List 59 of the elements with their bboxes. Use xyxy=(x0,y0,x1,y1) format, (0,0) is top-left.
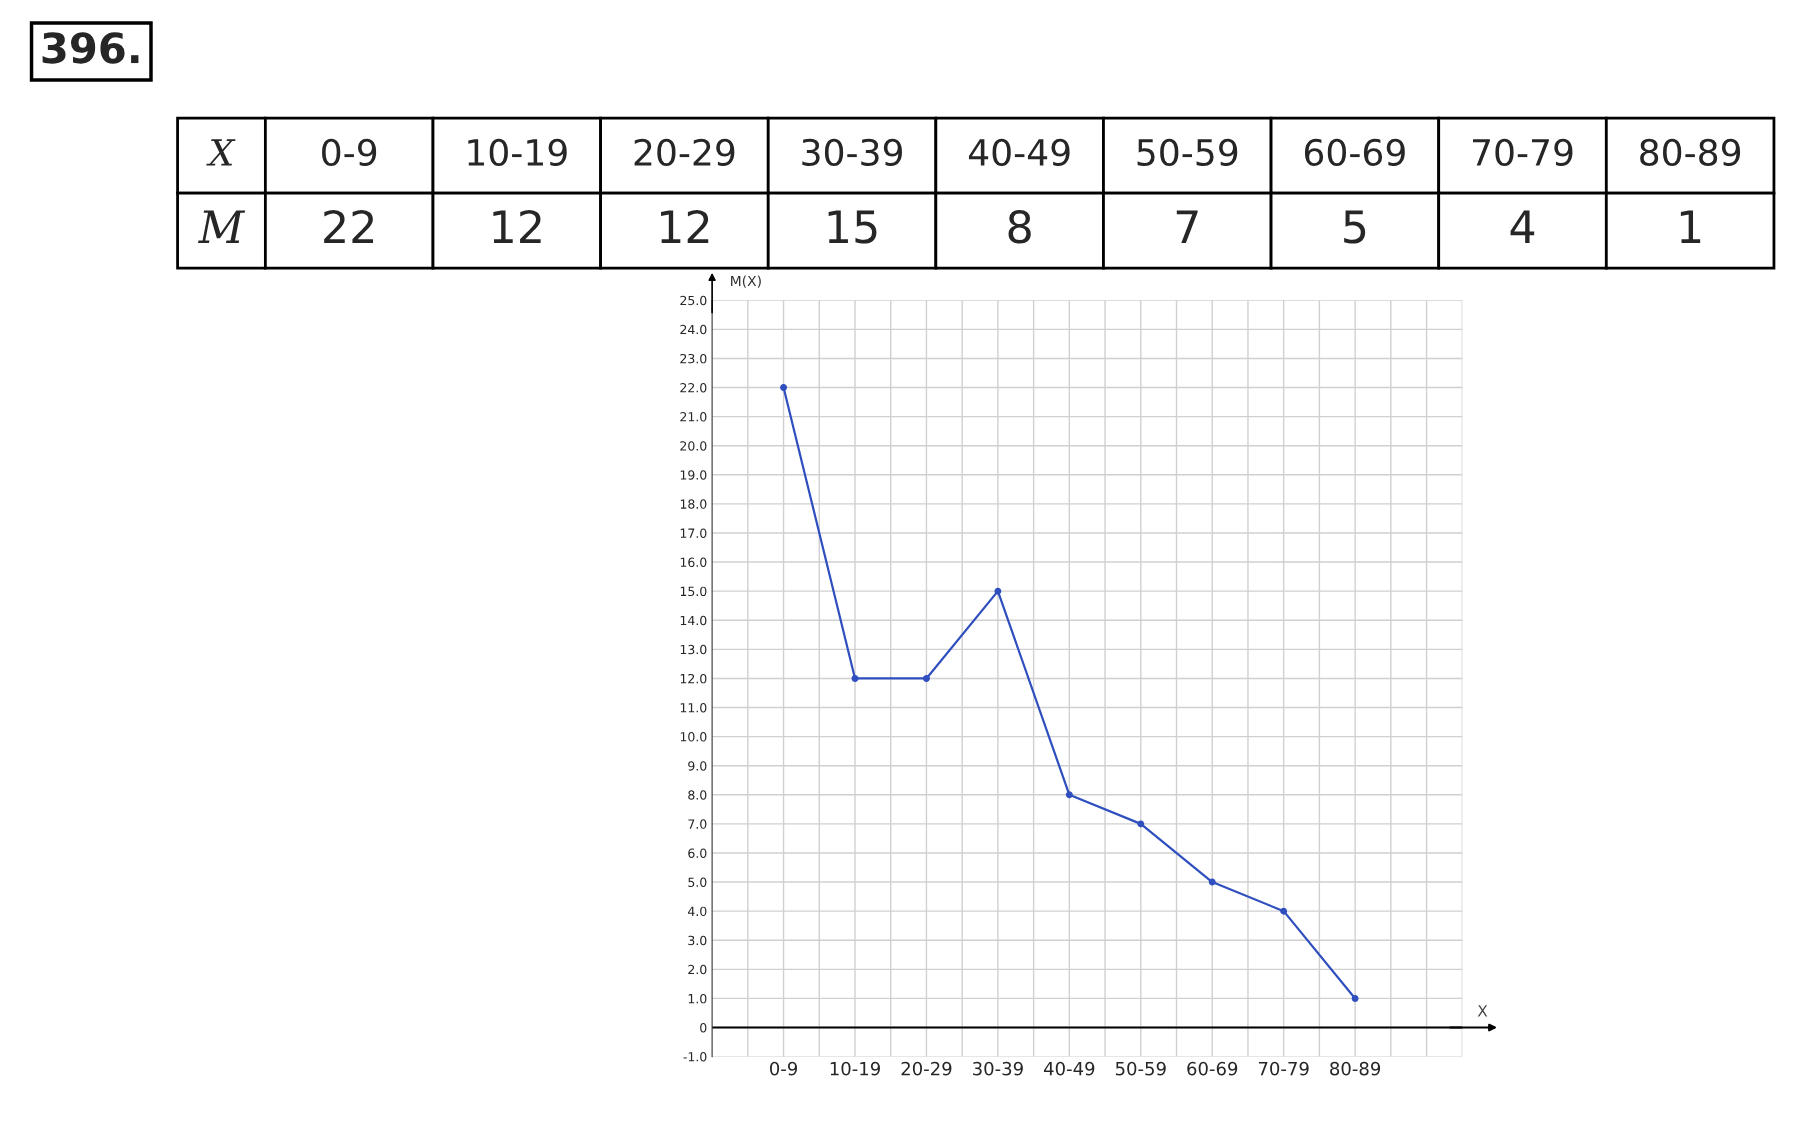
category-label: 40-49 xyxy=(968,138,1070,167)
category-label: 70-79 xyxy=(1473,138,1573,167)
y-tick-label: 4.0 xyxy=(687,906,707,917)
data-label: 12 xyxy=(493,209,541,243)
x-tick-label: 80-89 xyxy=(1330,1061,1381,1076)
x-tick-label: 0-9 xyxy=(770,1061,798,1076)
category-label: 20-29 xyxy=(634,138,735,167)
data-label: 22 xyxy=(324,209,374,243)
data-label: 8 xyxy=(1008,209,1031,244)
data-label: 12 xyxy=(661,209,709,243)
data-label: 4 xyxy=(1510,210,1535,243)
y-axis-title: M(X) xyxy=(731,275,761,288)
y-tick-label: 8.0 xyxy=(688,790,707,800)
text: X xyxy=(1477,1005,1488,1017)
data-label: 5 xyxy=(1344,210,1366,244)
y-tick-label: 25.0 xyxy=(680,295,707,306)
y-tick-label: 24.0 xyxy=(680,324,707,335)
x-tick-label: 60-69 xyxy=(1187,1061,1238,1076)
y-tick-label: 3.0 xyxy=(688,935,707,946)
y-tick-label: -1.0 xyxy=(683,1052,707,1062)
y-tick-label: 13.0 xyxy=(680,644,707,655)
category-label: 30-39 xyxy=(802,138,902,167)
x-tick-label: 70-79 xyxy=(1258,1061,1309,1076)
y-tick-label: 2.0 xyxy=(688,964,707,975)
x-tick-label: 20-29 xyxy=(901,1061,952,1076)
category-label: 60-69 xyxy=(1304,138,1405,167)
data-label: 7 xyxy=(1176,210,1198,243)
data-label: 15 xyxy=(828,210,877,244)
y-tick-label: 14.0 xyxy=(680,615,707,626)
category-label: 50-59 xyxy=(1137,138,1238,167)
x-tick-label: 40-49 xyxy=(1043,1061,1095,1076)
y-tick-label: 22.0 xyxy=(680,383,707,393)
y-tick-label: 23.0 xyxy=(680,353,707,364)
y-tick-label: 5.0 xyxy=(688,877,707,887)
y-tick-label: 6.0 xyxy=(688,848,707,858)
category-label: 0-9 xyxy=(322,138,377,167)
y-tick-label: 19.0 xyxy=(680,470,707,480)
data-label: 1 xyxy=(1680,210,1701,243)
category-label: 10-19 xyxy=(468,138,567,167)
y-tick-label: 21.0 xyxy=(680,412,707,422)
y-tick-label: 18.0 xyxy=(680,499,707,509)
y-tick-label: 9.0 xyxy=(688,761,707,771)
category-label: 80-89 xyxy=(1640,138,1741,167)
y-tick-label: 12.0 xyxy=(680,673,707,684)
y-tick-label: 20.0 xyxy=(680,441,707,451)
y-tick-label: 16.0 xyxy=(680,557,707,567)
text: 396. xyxy=(42,32,139,64)
x-tick-label: 10-19 xyxy=(830,1061,880,1076)
y-tick-label: 1.0 xyxy=(688,993,707,1004)
x-tick-label: 30-39 xyxy=(973,1061,1023,1076)
text: X xyxy=(206,139,236,166)
x-tick-label: 50-59 xyxy=(1115,1061,1166,1076)
y-tick-label: 17.0 xyxy=(680,528,707,538)
y-tick-label: 0 xyxy=(700,1022,707,1033)
y-tick-label: 11.0 xyxy=(680,702,707,713)
y-tick-label: 7.0 xyxy=(688,819,707,829)
y-tick-label: 10.0 xyxy=(680,732,707,742)
text: M xyxy=(198,210,246,243)
y-tick-label: 15.0 xyxy=(680,586,707,597)
